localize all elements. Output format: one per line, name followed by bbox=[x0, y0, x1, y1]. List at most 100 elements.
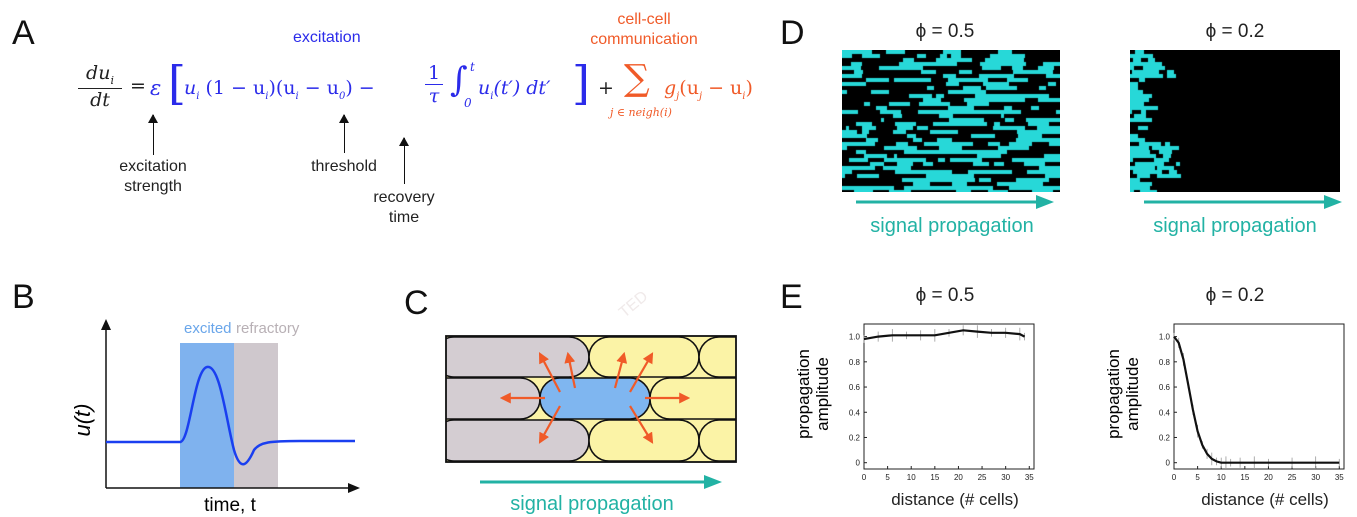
e-left-ytick-label: 0.2 bbox=[849, 433, 861, 442]
e-left-ylabel: propagation amplitude bbox=[786, 320, 836, 470]
coupling-rest-1: (u bbox=[679, 77, 699, 99]
panel-b-plot: excited refractory u(t) time, t bbox=[70, 319, 360, 515]
integral-lower: 0 bbox=[464, 96, 472, 110]
e-right-xtick-label: 15 bbox=[1240, 473, 1249, 482]
recovery-time-annotation: recovery time bbox=[344, 188, 464, 228]
e-right-xtick-label: 25 bbox=[1288, 473, 1297, 482]
e-left-xtick-label: 30 bbox=[1001, 473, 1010, 482]
e-right-xlabel: distance (# cells) bbox=[1201, 490, 1329, 509]
e-left-ytick-label: 0.8 bbox=[849, 358, 861, 367]
e-left-xtick-label: 5 bbox=[885, 473, 890, 482]
e-right-xtick-label: 30 bbox=[1311, 473, 1320, 482]
b-ylabel: u(t) bbox=[70, 404, 95, 437]
cell-r1-rest-2 bbox=[698, 336, 736, 378]
plus-sign: + bbox=[598, 77, 614, 99]
tau-frac-den: τ bbox=[428, 85, 440, 107]
recovery-time-line2: time bbox=[388, 209, 420, 226]
e-right-ylabel-1: propagation bbox=[1104, 349, 1123, 439]
panel-d-letter: D bbox=[780, 14, 805, 52]
signal-arrow-ur2-icon bbox=[613, 351, 628, 389]
d-left-propagation: signal propagation bbox=[856, 195, 1054, 237]
b-xlabel: time, t bbox=[204, 495, 256, 515]
excited-label: excited bbox=[184, 320, 232, 337]
sum-subscript: j ∈ neigh(i) bbox=[610, 106, 672, 119]
cell-r1-refractory bbox=[446, 336, 590, 378]
d-left-arrowhead-icon bbox=[1036, 195, 1054, 209]
sum-sign: ∑ bbox=[624, 58, 650, 99]
u0-sub: 0 bbox=[338, 90, 346, 102]
d-left-title: ϕ = 0.5 bbox=[915, 21, 975, 42]
minus-u: − u bbox=[298, 77, 339, 99]
one-minus: (1 − u bbox=[205, 77, 266, 99]
e-right-plot-frame bbox=[1173, 323, 1345, 470]
e-left-xtick-label: 25 bbox=[978, 473, 987, 482]
signal-arrow-ul2-icon bbox=[564, 351, 577, 389]
recovery-arrow-icon bbox=[399, 137, 409, 184]
panel-c-diagram: signal propagation bbox=[445, 335, 737, 515]
d-right-propagation-label: signal propagation bbox=[1153, 215, 1316, 237]
d-right-propagation: signal propagation bbox=[1144, 195, 1342, 237]
signal-arrow-ur-icon bbox=[629, 352, 654, 393]
e-left-xtick-label: 10 bbox=[907, 473, 916, 482]
signal-arrow-dr-icon bbox=[629, 405, 654, 444]
lhs-fraction: dui dt bbox=[78, 62, 122, 111]
u-i: u bbox=[184, 77, 197, 99]
refractory-label: refractory bbox=[236, 320, 300, 337]
cell-r3-rest-2 bbox=[698, 419, 736, 462]
e-left-ylabel-1: propagation bbox=[794, 349, 813, 439]
excitation-term: ui (1 − ui)(ui − u0) − bbox=[184, 77, 375, 102]
e-left-chart: 0 0.2 0.4 0.6 0.8 1.0 0 5 10 15 20 25 30 35 distance (… bbox=[849, 323, 1035, 509]
coupling-g-sub: j bbox=[676, 90, 680, 102]
c-propagation-arrowhead-icon bbox=[704, 475, 722, 489]
e-right-ylabel-2: amplitude bbox=[1123, 357, 1142, 431]
cell-r3-rest bbox=[588, 419, 700, 462]
tau-frac-num: 1 bbox=[425, 62, 443, 85]
e-left-ytick-label: 0.6 bbox=[849, 383, 861, 392]
e-right-xtick-label: 10 bbox=[1217, 473, 1226, 482]
excitation-label: excitation bbox=[293, 29, 361, 46]
e-left-xtick-label: 20 bbox=[954, 473, 963, 482]
e-right-chart: 0 0.2 0.4 0.6 0.8 1.0 0 5 10 15 20 25 30 35 distance (… bbox=[1159, 323, 1345, 509]
e-left-xtick-label: 15 bbox=[930, 473, 939, 482]
e-right-ytick-label: 0.2 bbox=[1159, 433, 1171, 442]
panel-e-letter: E bbox=[780, 278, 803, 316]
coupling-uj-sub: j bbox=[698, 90, 703, 102]
signal-arrow-dl-icon bbox=[538, 405, 561, 444]
lhs-sub: i bbox=[110, 73, 114, 87]
panel-b-letter: B bbox=[12, 278, 35, 316]
e-right-xtick-label: 5 bbox=[1195, 473, 1200, 482]
d-right-heatmap bbox=[1130, 50, 1340, 192]
e-left-ytick-label: 0.4 bbox=[849, 408, 861, 417]
e-left-plot-frame bbox=[863, 323, 1035, 470]
excitation-strength-line1: excitation bbox=[119, 158, 187, 175]
equation: dui dt = ε [ ui (1 − ui)(ui − u0) − 1 τ … bbox=[78, 56, 753, 128]
left-bracket: [ bbox=[168, 56, 186, 110]
e-right-ytick-label: 0.6 bbox=[1159, 383, 1171, 392]
d-left-propagation-label: signal propagation bbox=[870, 215, 1033, 237]
x-axis-arrowhead-icon bbox=[348, 483, 360, 493]
e-left-xtick-label: 0 bbox=[862, 473, 867, 482]
e-right-xtick-label: 35 bbox=[1335, 473, 1344, 482]
e-left-series-line bbox=[863, 329, 1026, 341]
tau-fraction: 1 τ bbox=[425, 62, 443, 107]
equals-sign: = bbox=[130, 75, 146, 97]
threshold-annotation: threshold bbox=[311, 158, 377, 175]
coupling-term: gj(uj − ui) bbox=[664, 77, 753, 102]
u-i-sub-3: i bbox=[295, 90, 299, 102]
watermark: TED bbox=[615, 287, 652, 322]
right-bracket: ] bbox=[572, 56, 590, 110]
integrand-u: u bbox=[478, 77, 491, 99]
cell-r3-refractory bbox=[446, 419, 590, 462]
e-right-xtick-label: 20 bbox=[1264, 473, 1273, 482]
integral-upper: t bbox=[470, 60, 475, 74]
d-right-arrowhead-icon bbox=[1324, 195, 1342, 209]
e-left-ytick-label: 0 bbox=[856, 459, 861, 468]
d-right-title: ϕ = 0.2 bbox=[1205, 21, 1265, 42]
integral-sign: ∫ bbox=[450, 60, 468, 100]
tissue-border bbox=[445, 335, 737, 463]
e-left-title: ϕ = 0.5 bbox=[915, 285, 975, 306]
panel-a-letter: A bbox=[12, 14, 35, 52]
paren-close: )(u bbox=[268, 77, 296, 99]
close-minus: ) − bbox=[345, 77, 375, 99]
epsilon: ε bbox=[150, 76, 162, 100]
